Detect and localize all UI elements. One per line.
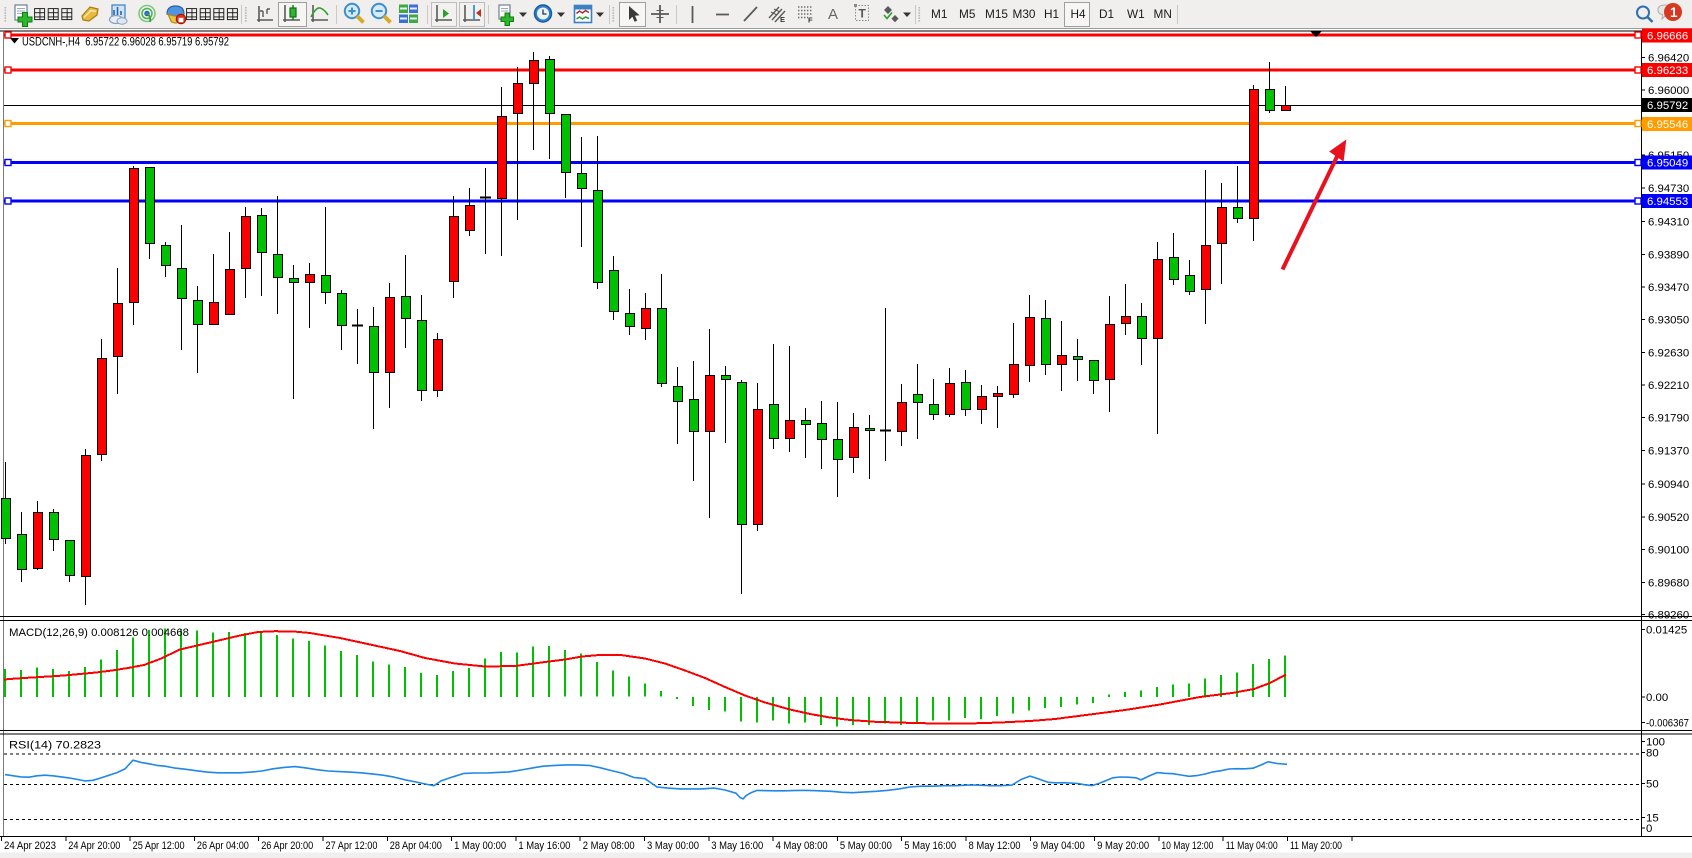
svg-text:10 May 12:00: 10 May 12:00 bbox=[1161, 840, 1213, 852]
svg-text:6.90100: 6.90100 bbox=[1648, 545, 1689, 557]
svg-text:RSI(14) 70.2823: RSI(14) 70.2823 bbox=[9, 740, 101, 752]
svg-text:3 May 00:00: 3 May 00:00 bbox=[647, 840, 699, 852]
svg-text:F: F bbox=[808, 16, 813, 25]
svg-text:6.90940: 6.90940 bbox=[1648, 479, 1689, 491]
svg-text:M1: M1 bbox=[931, 7, 947, 21]
svg-text:6.89260: 6.89260 bbox=[1648, 610, 1689, 622]
svg-text:0: 0 bbox=[1646, 823, 1652, 835]
svg-text:0.01425: 0.01425 bbox=[1646, 625, 1687, 637]
svg-text:80: 80 bbox=[1646, 748, 1659, 760]
svg-text:M5: M5 bbox=[959, 7, 976, 21]
svg-text:6.95049: 6.95049 bbox=[1647, 158, 1688, 170]
svg-text:6.94553: 6.94553 bbox=[1647, 196, 1688, 208]
svg-text:2 May 08:00: 2 May 08:00 bbox=[583, 840, 635, 852]
svg-text:24 Apr 20:00: 24 Apr 20:00 bbox=[68, 840, 120, 852]
svg-text:6.96666: 6.96666 bbox=[1647, 31, 1688, 43]
svg-text:24 Apr 2023: 24 Apr 2023 bbox=[4, 840, 56, 852]
svg-text:W1: W1 bbox=[1127, 7, 1145, 21]
svg-text:T: T bbox=[859, 7, 867, 21]
svg-text:25 Apr 12:00: 25 Apr 12:00 bbox=[133, 840, 185, 852]
svg-text:1 May 16:00: 1 May 16:00 bbox=[518, 840, 570, 852]
svg-text:6.91370: 6.91370 bbox=[1648, 446, 1689, 458]
svg-text:4 May 08:00: 4 May 08:00 bbox=[776, 840, 828, 852]
svg-text:M30: M30 bbox=[1013, 7, 1036, 21]
svg-text:M15: M15 bbox=[985, 7, 1008, 21]
svg-text:6.96420: 6.96420 bbox=[1648, 53, 1689, 65]
svg-text:27 Apr 12:00: 27 Apr 12:00 bbox=[326, 840, 378, 852]
svg-text:1 May 00:00: 1 May 00:00 bbox=[454, 840, 506, 852]
svg-text:6.93050: 6.93050 bbox=[1648, 315, 1689, 327]
svg-text:100: 100 bbox=[1646, 737, 1665, 749]
svg-text:15: 15 bbox=[1646, 813, 1659, 825]
svg-text:MN: MN bbox=[1154, 7, 1172, 21]
svg-text:USDCNH-,H4 6.95722 6.96028 6.: USDCNH-,H4 6.95722 6.96028 6.95719 6.957… bbox=[22, 35, 229, 49]
svg-text:6.94310: 6.94310 bbox=[1648, 217, 1689, 229]
svg-text:6.92210: 6.92210 bbox=[1648, 380, 1689, 392]
svg-text:26 Apr 20:00: 26 Apr 20:00 bbox=[261, 840, 313, 852]
svg-text:11 May 04:00: 11 May 04:00 bbox=[1226, 840, 1278, 852]
svg-text:1: 1 bbox=[1670, 5, 1678, 20]
svg-text:6.93890: 6.93890 bbox=[1648, 250, 1689, 262]
svg-text:H1: H1 bbox=[1044, 7, 1059, 21]
svg-text:28 Apr 04:00: 28 Apr 04:00 bbox=[390, 840, 442, 852]
svg-text:6.95792: 6.95792 bbox=[1647, 100, 1688, 112]
svg-text:6.95546: 6.95546 bbox=[1647, 119, 1688, 131]
svg-text:9 May 20:00: 9 May 20:00 bbox=[1097, 840, 1149, 852]
svg-text:6.91790: 6.91790 bbox=[1648, 413, 1689, 425]
svg-text:6.92630: 6.92630 bbox=[1648, 348, 1689, 360]
svg-text:11 May 20:00: 11 May 20:00 bbox=[1290, 840, 1342, 852]
svg-text:6.96000: 6.96000 bbox=[1648, 85, 1689, 97]
svg-text:6.93470: 6.93470 bbox=[1648, 282, 1689, 294]
svg-text:H4: H4 bbox=[1071, 7, 1087, 21]
svg-text:A: A bbox=[828, 6, 838, 23]
svg-text:6.89680: 6.89680 bbox=[1648, 578, 1689, 590]
svg-text:MACD(12,26,9) 0.008126 0.00466: MACD(12,26,9) 0.008126 0.004668 bbox=[9, 627, 189, 639]
svg-text:5 May 16:00: 5 May 16:00 bbox=[904, 840, 956, 852]
svg-text:0.00: 0.00 bbox=[1646, 692, 1668, 704]
svg-text:6.94730: 6.94730 bbox=[1648, 183, 1689, 195]
svg-text:-0.006367: -0.006367 bbox=[1646, 718, 1689, 730]
svg-text:26 Apr 04:00: 26 Apr 04:00 bbox=[197, 840, 249, 852]
svg-text:D1: D1 bbox=[1099, 7, 1114, 21]
svg-text:8 May 12:00: 8 May 12:00 bbox=[969, 840, 1021, 852]
svg-text:E: E bbox=[780, 15, 785, 24]
svg-text:6.96233: 6.96233 bbox=[1647, 65, 1688, 77]
svg-text:6.90520: 6.90520 bbox=[1648, 512, 1689, 524]
svg-text:5 May 00:00: 5 May 00:00 bbox=[840, 840, 892, 852]
svg-text:3 May 16:00: 3 May 16:00 bbox=[711, 840, 763, 852]
svg-text:9 May 04:00: 9 May 04:00 bbox=[1033, 840, 1085, 852]
svg-text:50: 50 bbox=[1646, 779, 1659, 791]
